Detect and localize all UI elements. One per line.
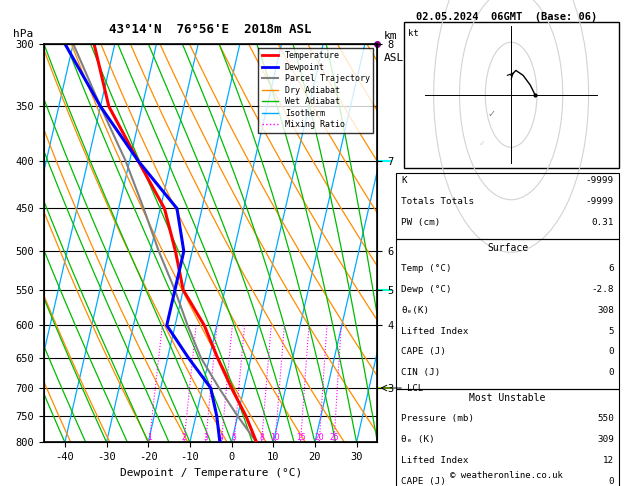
Text: © weatheronline.co.uk: © weatheronline.co.uk [450,471,563,480]
Text: 20: 20 [314,433,324,442]
Text: hPa: hPa [13,29,33,39]
Text: 43°14'N  76°56'E  2018m ASL: 43°14'N 76°56'E 2018m ASL [109,23,312,36]
Text: 0: 0 [608,368,614,378]
Text: 25: 25 [329,433,339,442]
Text: 15: 15 [296,433,306,442]
Text: K: K [401,176,407,186]
Text: Totals Totals: Totals Totals [401,197,474,207]
Text: -2.8: -2.8 [591,285,614,294]
Text: 5: 5 [608,327,614,336]
Text: Pressure (mb): Pressure (mb) [401,414,474,423]
Text: kt: kt [408,29,419,38]
Text: LCL: LCL [408,383,423,393]
Text: 0.31: 0.31 [591,218,614,227]
Text: Temp (°C): Temp (°C) [401,264,452,273]
Text: 1: 1 [147,433,152,442]
Text: CAPE (J): CAPE (J) [401,477,446,486]
Text: km: km [384,31,397,41]
Bar [396,239,619,389]
Text: Surface: Surface [487,243,528,253]
Text: θₑ (K): θₑ (K) [401,435,435,444]
Text: 8: 8 [259,433,264,442]
Text: 0: 0 [608,347,614,357]
Text: 0: 0 [608,477,614,486]
Text: 2: 2 [182,433,186,442]
Text: 10: 10 [270,433,280,442]
Text: 6: 6 [608,264,614,273]
Text: -9999: -9999 [586,197,614,207]
Text: Lifted Index: Lifted Index [401,456,469,465]
Text: Lifted Index: Lifted Index [401,327,469,336]
Text: CAPE (J): CAPE (J) [401,347,446,357]
X-axis label: Dewpoint / Temperature (°C): Dewpoint / Temperature (°C) [120,468,302,478]
Text: ASL: ASL [384,53,404,63]
Text: 5: 5 [231,433,237,442]
Bar [396,389,619,486]
Text: 308: 308 [597,306,614,315]
Text: θₑ(K): θₑ(K) [401,306,430,315]
Bar [404,22,619,168]
Text: CIN (J): CIN (J) [401,368,440,378]
Text: -9999: -9999 [586,176,614,186]
Legend: Temperature, Dewpoint, Parcel Trajectory, Dry Adiabat, Wet Adiabat, Isotherm, Mi: Temperature, Dewpoint, Parcel Trajectory… [259,48,373,133]
Text: Dewp (°C): Dewp (°C) [401,285,452,294]
Bar [396,173,619,239]
Text: 4: 4 [219,433,224,442]
Text: PW (cm): PW (cm) [401,218,440,227]
Text: ✓: ✓ [479,139,486,148]
Text: 02.05.2024  06GMT  (Base: 06): 02.05.2024 06GMT (Base: 06) [416,12,597,22]
Text: 3: 3 [203,433,208,442]
Text: Most Unstable: Most Unstable [469,393,546,403]
Text: 309: 309 [597,435,614,444]
Text: ✓: ✓ [488,109,496,119]
Text: 550: 550 [597,414,614,423]
Text: 12: 12 [603,456,614,465]
